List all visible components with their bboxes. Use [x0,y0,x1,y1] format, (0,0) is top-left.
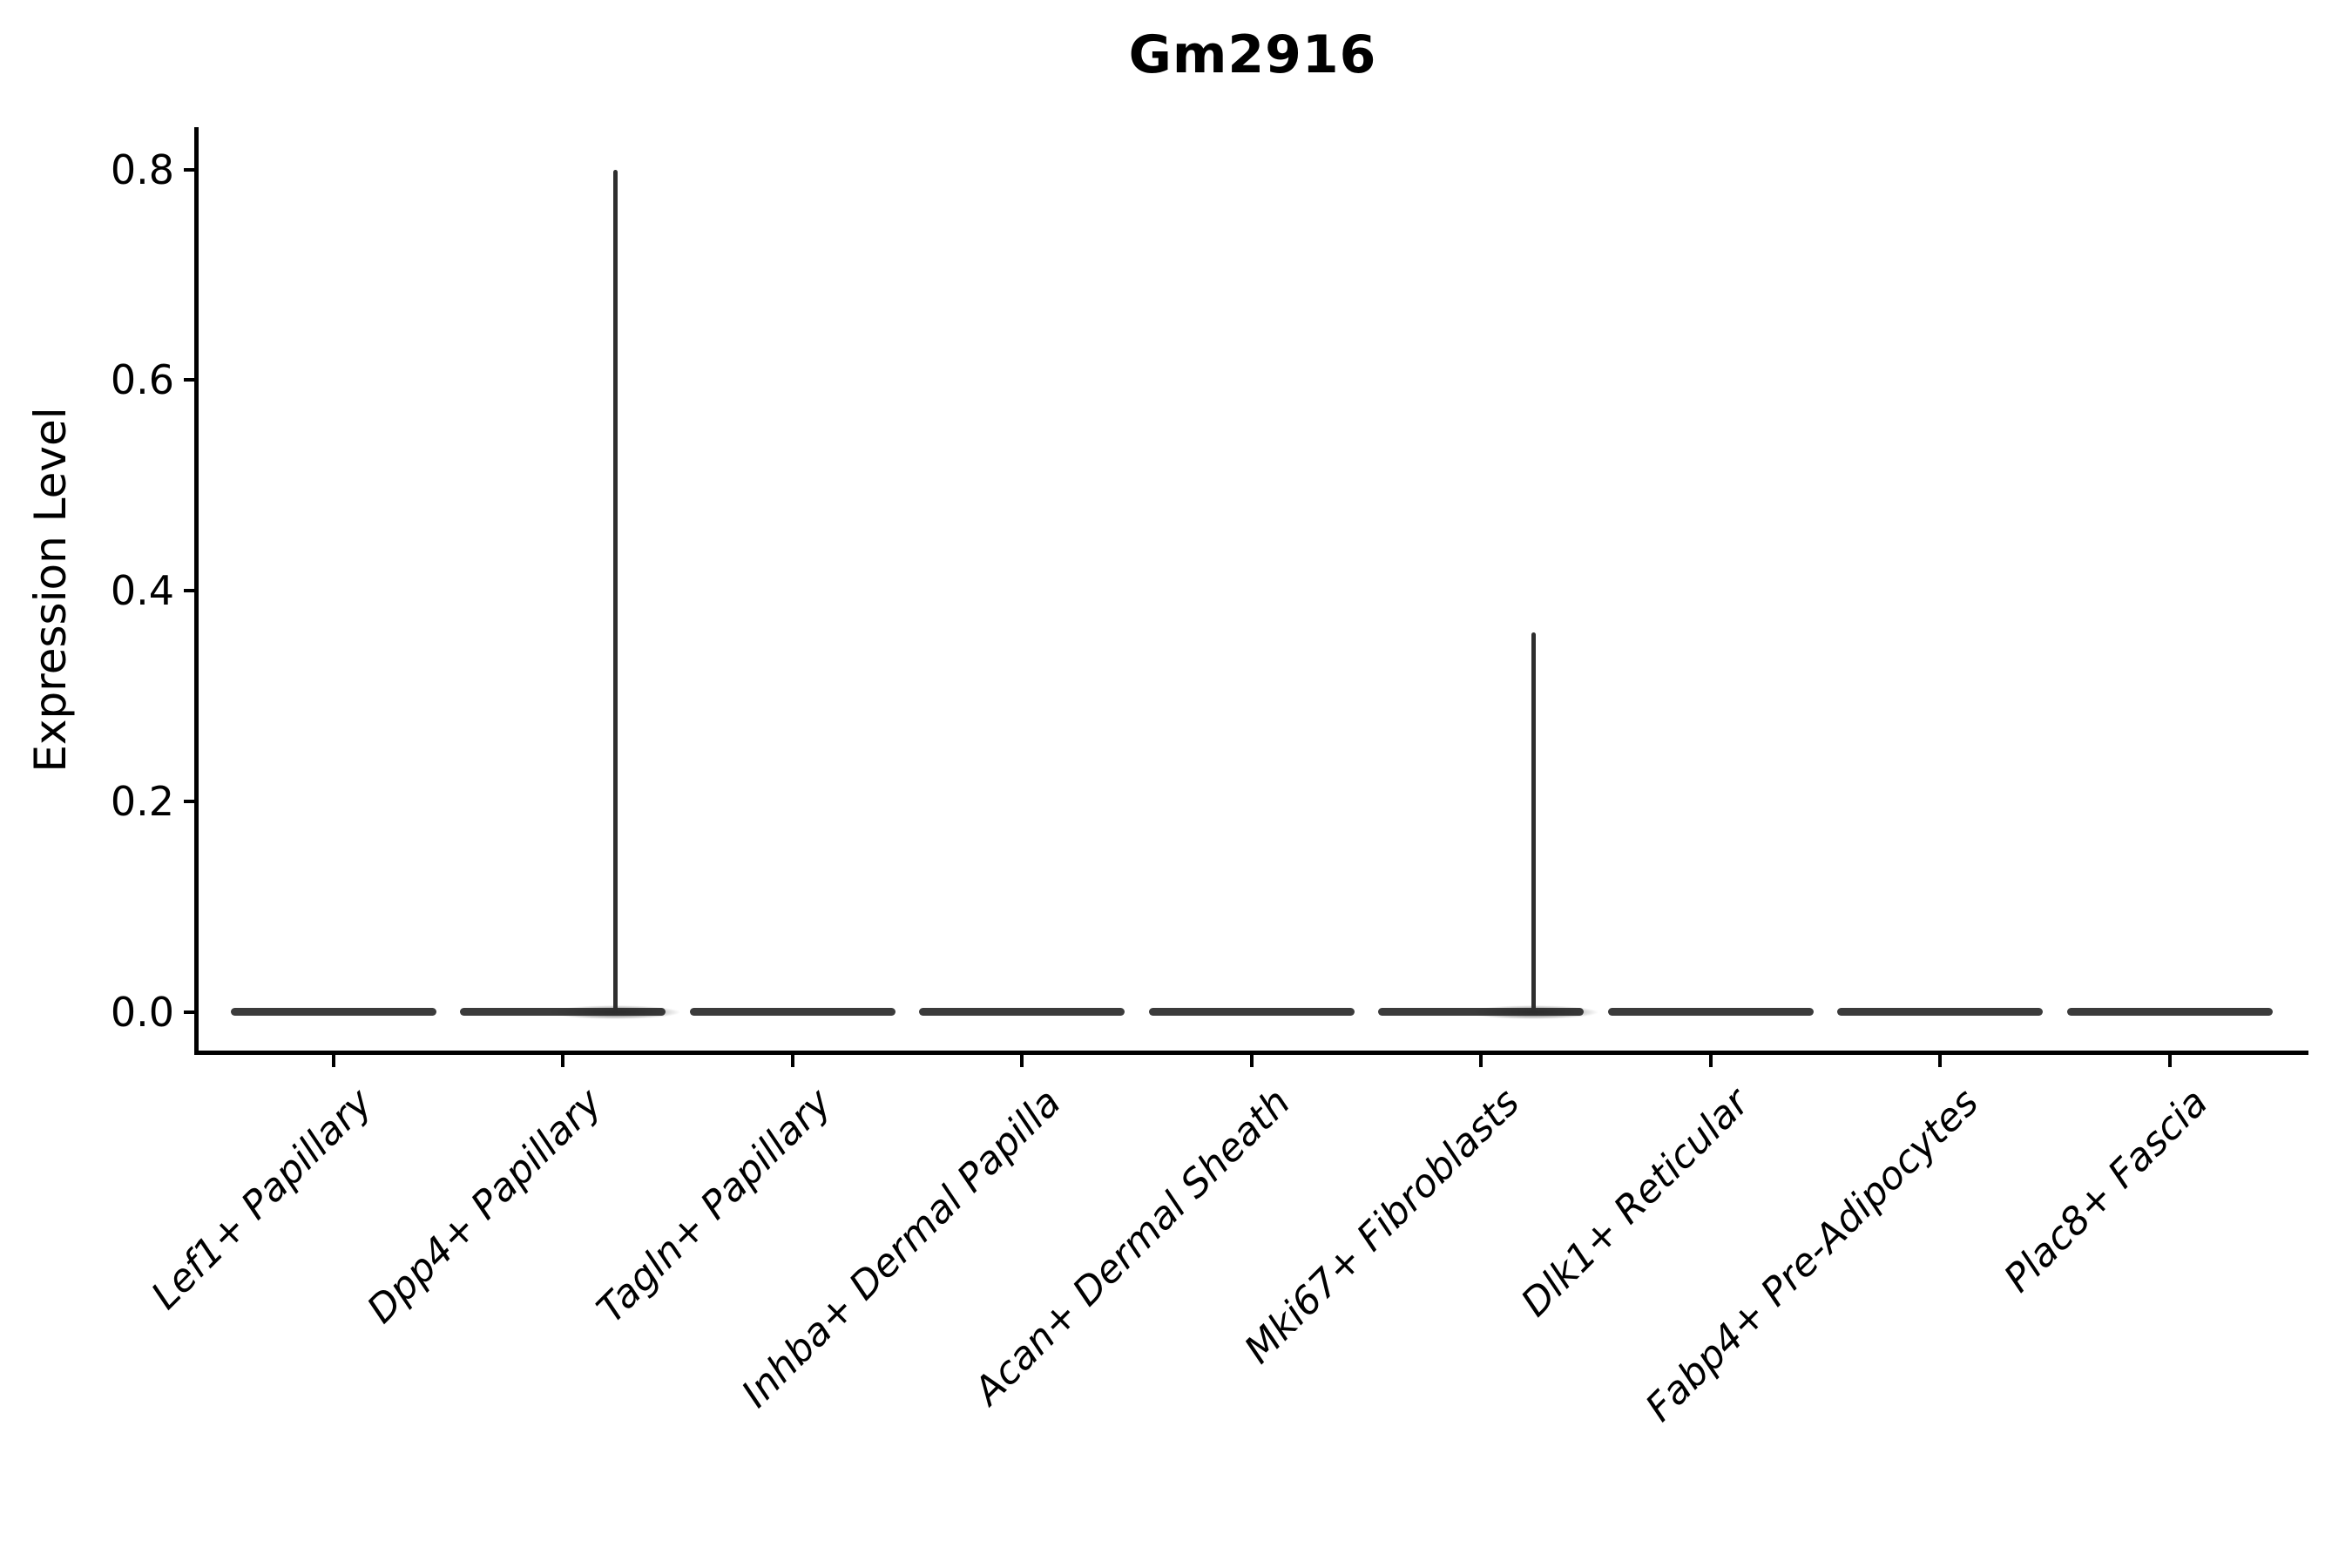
violin-spike [1531,632,1536,1012]
violin-density-mound [1468,1004,1599,1019]
y-tick-mark [184,167,197,172]
y-tick-label: 0.2 [110,777,174,825]
y-tick-label: 0.0 [110,988,174,1036]
x-tick-mark [1249,1053,1254,1067]
x-tick-mark [561,1053,565,1067]
x-tick-mark [1708,1053,1713,1067]
y-tick-label: 0.4 [110,567,174,614]
violin-body [231,1008,436,1016]
x-tick-mark [1020,1053,1024,1067]
y-tick-label: 0.8 [110,145,174,193]
x-category-label: Lef1+ Papillary [143,1080,382,1319]
violin-body [1607,1008,1814,1016]
x-category-label: Dlk1+ Reticular [1512,1080,1758,1326]
x-category-label: Dpp4+ Papillary [358,1080,611,1333]
y-tick-mark [184,378,197,382]
x-tick-mark [1938,1053,1943,1067]
violin-body [689,1008,896,1016]
y-tick-mark [184,799,197,803]
violin-body [919,1008,1125,1016]
violin-spike [612,169,618,1012]
y-tick-mark [184,1010,197,1014]
violin-body [1837,1008,2044,1016]
y-tick-mark [184,589,197,592]
x-category-label: Plac8+ Fascia [1996,1080,2217,1301]
violin-body [1148,1008,1355,1016]
y-tick-label: 0.6 [110,356,174,404]
x-tick-mark [332,1053,335,1067]
chart-title: Gm2916 [1128,24,1377,85]
x-tick-mark [790,1053,794,1067]
x-tick-mark [1479,1053,1484,1067]
violin-density-mound [550,1004,681,1019]
x-axis-line [194,1051,2308,1055]
x-tick-mark [2167,1053,2172,1067]
violin-body [2066,1008,2273,1016]
x-category-label: Tagln+ Papillary [588,1080,840,1332]
